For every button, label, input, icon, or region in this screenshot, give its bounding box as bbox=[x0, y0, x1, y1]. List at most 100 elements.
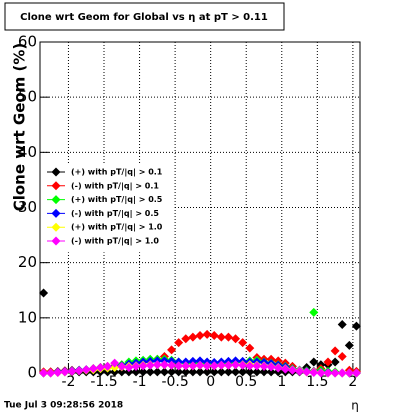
marker bbox=[231, 367, 241, 377]
marker bbox=[216, 332, 226, 342]
y-tick-label: 60 bbox=[18, 33, 37, 51]
marker bbox=[181, 367, 191, 377]
marker bbox=[174, 338, 184, 348]
marker bbox=[117, 361, 127, 371]
marker bbox=[188, 367, 198, 377]
marker bbox=[223, 332, 233, 342]
y-tick-label: 0 bbox=[27, 364, 37, 382]
x-tick-label: 0.5 bbox=[235, 374, 257, 390]
legend-label: (-) with pT/|q| > 0.1 bbox=[71, 181, 159, 190]
marker bbox=[273, 363, 283, 373]
legend-marker bbox=[51, 222, 61, 232]
marker bbox=[287, 365, 297, 375]
marker bbox=[266, 367, 276, 377]
marker bbox=[323, 357, 333, 367]
marker bbox=[131, 361, 141, 371]
legend-label: (+) with pT/|q| > 0.1 bbox=[71, 168, 163, 177]
marker bbox=[195, 367, 205, 377]
marker bbox=[202, 329, 212, 339]
x-axis-label: η bbox=[351, 399, 359, 413]
marker bbox=[60, 367, 70, 377]
marker bbox=[316, 368, 326, 378]
legend-marker bbox=[51, 208, 61, 218]
marker bbox=[195, 360, 205, 370]
marker bbox=[309, 307, 319, 317]
marker bbox=[131, 367, 141, 377]
marker bbox=[46, 368, 56, 378]
marker bbox=[174, 361, 184, 371]
x-tick-label: 0 bbox=[206, 374, 215, 390]
marker bbox=[238, 367, 248, 377]
chart-title: Clone wrt Geom for Global vs η at pT > 0… bbox=[20, 12, 268, 23]
marker bbox=[145, 360, 155, 370]
marker bbox=[252, 367, 262, 377]
marker bbox=[202, 361, 212, 371]
marker bbox=[344, 340, 354, 350]
marker bbox=[252, 361, 262, 371]
marker bbox=[266, 362, 276, 372]
marker bbox=[74, 366, 84, 376]
marker bbox=[103, 361, 113, 371]
marker bbox=[138, 367, 148, 377]
x-tick-label: -1 bbox=[133, 374, 147, 390]
marker bbox=[216, 360, 226, 370]
x-tick-label: -1.5 bbox=[90, 374, 117, 390]
marker bbox=[309, 357, 319, 367]
legend-label: (+) with pT/|q| > 0.5 bbox=[71, 195, 163, 204]
legend-marker bbox=[51, 167, 61, 177]
marker bbox=[259, 367, 269, 377]
legend-label: (-) with pT/|q| > 1.0 bbox=[71, 237, 159, 246]
marker bbox=[110, 358, 120, 368]
marker bbox=[195, 330, 205, 340]
y-tick-label: 40 bbox=[18, 143, 37, 161]
marker bbox=[231, 360, 241, 370]
marker bbox=[159, 367, 169, 377]
marker bbox=[152, 360, 162, 370]
marker bbox=[337, 351, 347, 361]
y-tick-label: 30 bbox=[18, 198, 37, 216]
marker bbox=[344, 368, 354, 378]
marker bbox=[202, 367, 212, 377]
marker bbox=[209, 361, 219, 371]
marker bbox=[351, 368, 361, 378]
x-tick-label: 1 bbox=[277, 374, 286, 390]
legend-box bbox=[40, 164, 174, 253]
marker bbox=[209, 330, 219, 340]
marker bbox=[231, 334, 241, 344]
marker bbox=[53, 367, 63, 377]
marker bbox=[174, 367, 184, 377]
marker bbox=[302, 367, 312, 377]
x-tick-label: 1.5 bbox=[306, 374, 328, 390]
marker bbox=[181, 334, 191, 344]
marker bbox=[167, 345, 177, 355]
legend-label: (+) with pT/|q| > 1.0 bbox=[71, 223, 163, 232]
legend-label: (-) with pT/|q| > 0.5 bbox=[71, 209, 159, 218]
title-box bbox=[4, 2, 285, 31]
x-tick-label: 2 bbox=[348, 374, 357, 390]
marker bbox=[167, 360, 177, 370]
y-axis-label: Clone wrt Geom (%) bbox=[11, 43, 29, 212]
marker bbox=[152, 367, 162, 377]
marker bbox=[67, 366, 77, 376]
marker bbox=[159, 360, 169, 370]
marker bbox=[117, 367, 127, 377]
marker bbox=[309, 367, 319, 377]
legend-marker bbox=[51, 236, 61, 246]
marker bbox=[238, 338, 248, 348]
marker bbox=[188, 361, 198, 371]
marker bbox=[39, 288, 49, 298]
marker bbox=[223, 360, 233, 370]
marker bbox=[330, 357, 340, 367]
marker bbox=[167, 367, 177, 377]
marker bbox=[138, 361, 148, 371]
marker bbox=[295, 366, 305, 376]
marker bbox=[330, 346, 340, 356]
marker bbox=[245, 343, 255, 353]
marker bbox=[330, 368, 340, 378]
y-tick-label: 20 bbox=[18, 253, 37, 271]
marker bbox=[95, 362, 105, 372]
marker bbox=[238, 360, 248, 370]
marker bbox=[88, 364, 98, 374]
x-tick-label: -0.5 bbox=[161, 374, 188, 390]
